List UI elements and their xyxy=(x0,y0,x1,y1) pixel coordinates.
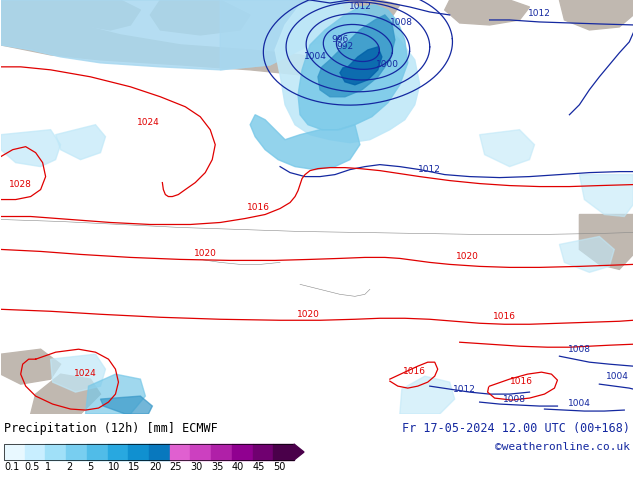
Polygon shape xyxy=(250,115,360,170)
Polygon shape xyxy=(579,215,633,270)
Bar xyxy=(25,444,46,460)
Text: 1016: 1016 xyxy=(510,377,533,386)
Text: 1024: 1024 xyxy=(74,369,97,378)
Text: 15: 15 xyxy=(128,462,141,472)
Polygon shape xyxy=(275,0,420,143)
Polygon shape xyxy=(1,349,61,384)
Text: ©weatheronline.co.uk: ©weatheronline.co.uk xyxy=(495,442,630,452)
Bar xyxy=(4,444,294,460)
Polygon shape xyxy=(318,15,395,97)
Text: 1012: 1012 xyxy=(418,165,441,174)
Text: 50: 50 xyxy=(273,462,286,472)
Text: 0.1: 0.1 xyxy=(4,462,19,472)
Polygon shape xyxy=(1,0,350,70)
Bar xyxy=(190,444,211,460)
Polygon shape xyxy=(300,0,400,27)
Text: 1016: 1016 xyxy=(493,312,516,321)
Polygon shape xyxy=(30,374,101,414)
Polygon shape xyxy=(444,0,529,25)
Text: 1004: 1004 xyxy=(606,372,629,381)
Text: 25: 25 xyxy=(170,462,182,472)
Bar xyxy=(66,444,87,460)
Text: 35: 35 xyxy=(211,462,224,472)
Polygon shape xyxy=(1,0,91,35)
Text: 1020: 1020 xyxy=(194,249,217,258)
Text: 1024: 1024 xyxy=(137,118,160,127)
Text: 1016: 1016 xyxy=(247,202,269,212)
Polygon shape xyxy=(1,130,61,167)
Polygon shape xyxy=(86,374,145,414)
Bar xyxy=(149,444,170,460)
Polygon shape xyxy=(220,0,340,70)
Text: 1008: 1008 xyxy=(391,19,413,27)
Bar xyxy=(128,444,149,460)
Polygon shape xyxy=(298,5,408,130)
Text: 1: 1 xyxy=(46,462,51,472)
Polygon shape xyxy=(1,25,320,75)
Polygon shape xyxy=(56,125,105,160)
Bar xyxy=(108,444,128,460)
Polygon shape xyxy=(150,0,250,35)
Text: 5: 5 xyxy=(87,462,93,472)
Bar xyxy=(252,444,273,460)
Polygon shape xyxy=(559,237,614,272)
Bar xyxy=(46,444,66,460)
Bar xyxy=(211,444,232,460)
Text: 1000: 1000 xyxy=(377,60,399,70)
Text: 1012: 1012 xyxy=(528,9,551,18)
Text: 1004: 1004 xyxy=(304,52,327,61)
Polygon shape xyxy=(56,0,140,30)
Text: 1028: 1028 xyxy=(9,179,32,189)
Bar xyxy=(87,444,108,460)
Text: 30: 30 xyxy=(190,462,203,472)
Polygon shape xyxy=(559,0,633,30)
Text: 10: 10 xyxy=(108,462,120,472)
Polygon shape xyxy=(400,376,455,414)
Text: 1008: 1008 xyxy=(503,395,526,404)
Text: 1012: 1012 xyxy=(453,385,476,394)
Text: 2: 2 xyxy=(66,462,72,472)
Text: 992: 992 xyxy=(337,43,354,51)
Text: 20: 20 xyxy=(149,462,162,472)
Text: 40: 40 xyxy=(232,462,244,472)
Polygon shape xyxy=(51,354,105,392)
Text: 0.5: 0.5 xyxy=(25,462,40,472)
Text: 1008: 1008 xyxy=(568,345,591,354)
Polygon shape xyxy=(101,396,152,414)
Polygon shape xyxy=(294,444,304,460)
Text: 1012: 1012 xyxy=(349,2,372,11)
Text: 1020: 1020 xyxy=(297,310,320,319)
Text: Precipitation (12h) [mm] ECMWF: Precipitation (12h) [mm] ECMWF xyxy=(4,422,217,435)
Bar xyxy=(273,444,294,460)
Polygon shape xyxy=(579,174,633,217)
Bar xyxy=(4,444,25,460)
Text: Fr 17-05-2024 12.00 UTC (00+168): Fr 17-05-2024 12.00 UTC (00+168) xyxy=(402,422,630,435)
Text: 1016: 1016 xyxy=(403,367,426,376)
Polygon shape xyxy=(340,47,382,85)
Polygon shape xyxy=(480,130,534,167)
Bar xyxy=(232,444,252,460)
Bar xyxy=(170,444,190,460)
Text: 1020: 1020 xyxy=(456,252,479,261)
Text: 996: 996 xyxy=(332,35,349,45)
Text: 45: 45 xyxy=(252,462,265,472)
Text: 1004: 1004 xyxy=(568,399,591,408)
